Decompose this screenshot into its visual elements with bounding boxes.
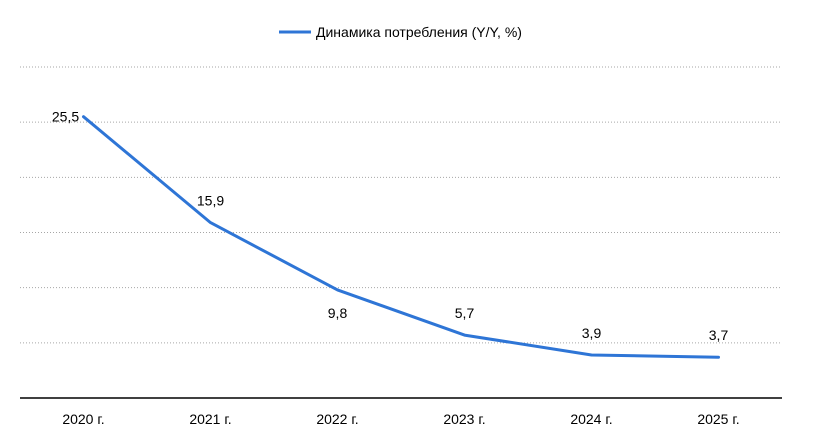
x-tick-label: 2023 г. — [443, 411, 485, 427]
data-labels: 25,5 15,9 9,8 5,7 3,9 3,7 — [52, 109, 729, 344]
gridlines — [20, 66, 782, 344]
x-tick-label: 2022 г. — [316, 411, 358, 427]
data-label: 3,7 — [709, 327, 729, 343]
x-axis-tick-labels: 2020 г. 2021 г. 2022 г. 2023 г. 2024 г. 2025 … — [62, 411, 739, 427]
legend-label: Динамика потребления (Y/Y, %) — [316, 24, 522, 40]
x-tick-label: 2021 г. — [189, 411, 231, 427]
data-label: 15,9 — [197, 193, 224, 209]
data-label: 3,9 — [582, 325, 602, 341]
series-line — [82, 115, 720, 359]
data-label: 25,5 — [52, 109, 79, 125]
x-tick-label: 2024 г. — [570, 411, 612, 427]
x-tick-label: 2025 г. — [697, 411, 739, 427]
data-label: 9,8 — [328, 305, 348, 321]
x-tick-label: 2020 г. — [62, 411, 104, 427]
legend: Динамика потребления (Y/Y, %) — [279, 24, 522, 40]
data-label: 5,7 — [455, 305, 475, 321]
